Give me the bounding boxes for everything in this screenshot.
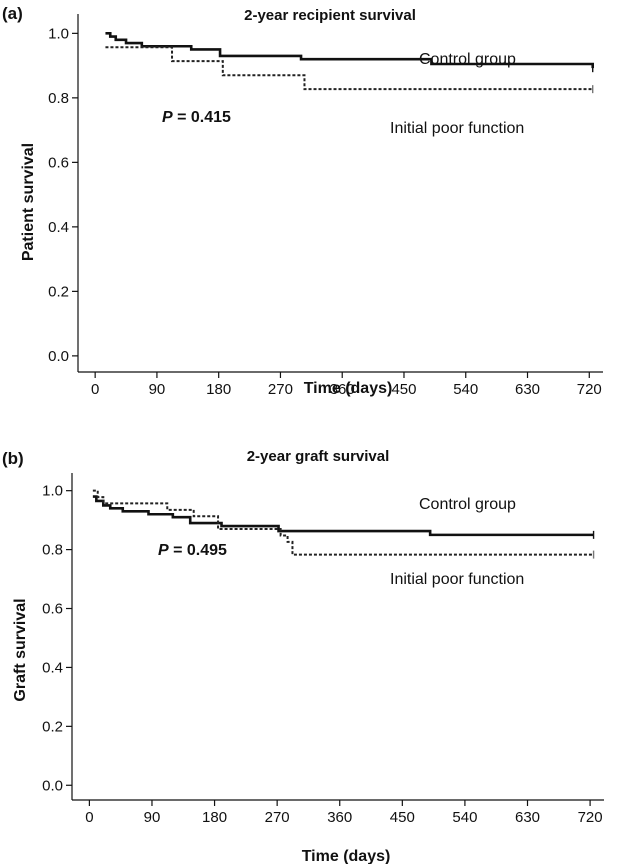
x-tick-label-a-0: 0 — [91, 381, 99, 398]
x-tick-label-b-4: 360 — [327, 809, 352, 826]
p-value-prefix-b: P — [158, 542, 169, 559]
x-axis-title-b: Time (days) — [302, 848, 391, 864]
x-tick-label-a-2: 180 — [206, 381, 231, 398]
x-tick-label-a-5: 450 — [391, 381, 416, 398]
panel-label-a: (a) — [2, 4, 23, 23]
series-line-control-a — [105, 32, 595, 69]
x-tick-label-a-6: 540 — [453, 381, 478, 398]
x-tick-label-a-1: 90 — [149, 381, 166, 398]
axes-b: 0.0 0.2 0.4 0.6 0.8 1.0 0 90 180 270 360 450 540 630 7… — [42, 473, 604, 826]
x-tick-label-b-2: 180 — [202, 809, 227, 826]
y-tick-label-b-3: 0.6 — [42, 601, 63, 618]
series-label-control-a: Control group — [419, 51, 516, 68]
y-tick-label-b-2: 0.4 — [42, 659, 63, 676]
y-tick-label-a-4: 0.8 — [48, 90, 69, 107]
y-tick-label-a-5: 1.0 — [48, 25, 69, 42]
x-tick-label-a-4: 360 — [330, 381, 355, 398]
x-tick-label-b-5: 450 — [390, 809, 415, 826]
p-value-a: P = 0.415 — [162, 109, 231, 126]
series-label-control-b: Control group — [419, 496, 516, 513]
p-value-number-a: = 0.415 — [173, 109, 231, 126]
chart-title-b: 2-year graft survival — [247, 448, 390, 465]
series-line-ipf-a — [105, 46, 593, 91]
x-tick-label-b-3: 270 — [265, 809, 290, 826]
x-tick-label-a-7: 630 — [515, 381, 540, 398]
chart-title-a: 2-year recipient survival — [244, 7, 416, 24]
x-tick-label-b-7: 630 — [515, 809, 540, 826]
plot-area-b — [92, 489, 595, 559]
x-tick-label-b-1: 90 — [144, 809, 161, 826]
series-label-ipf-a: Initial poor function — [390, 120, 524, 137]
panel-a: (a) 2-year recipient survival Time (days… — [2, 4, 603, 398]
y-tick-label-b-4: 0.8 — [42, 542, 63, 559]
y-tick-label-a-3: 0.6 — [48, 154, 69, 171]
x-tick-label-b-6: 540 — [452, 809, 477, 826]
p-value-prefix-a: P — [162, 109, 173, 126]
y-tick-label-a-0: 0.0 — [48, 348, 69, 365]
series-label-ipf-b: Initial poor function — [390, 571, 524, 588]
series-line-control-b — [92, 495, 594, 537]
y-tick-label-b-5: 1.0 — [42, 483, 63, 500]
series-line-ipf-b — [92, 489, 594, 556]
y-axis-title-b: Graft survival — [12, 598, 29, 701]
x-tick-label-a-3: 270 — [268, 381, 293, 398]
p-value-number-b: = 0.495 — [169, 542, 227, 559]
y-tick-label-b-0: 0.0 — [42, 777, 63, 794]
x-axis-title-a: Time (days) — [304, 380, 393, 397]
x-tick-label-a-8: 720 — [577, 381, 602, 398]
plot-area-a — [105, 32, 595, 94]
y-axis-title-a: Patient survival — [20, 143, 37, 261]
y-tick-label-a-1: 0.2 — [48, 283, 69, 300]
panel-label-b: (b) — [2, 449, 24, 468]
p-value-b: P = 0.495 — [158, 542, 227, 559]
y-tick-label-a-2: 0.4 — [48, 219, 69, 236]
panel-b: (b) 2-year graft survival Time (days) Gr… — [2, 448, 604, 864]
x-tick-label-b-8: 720 — [578, 809, 603, 826]
axes-a: 0.0 0.2 0.4 0.6 0.8 1.0 0 90 180 270 360 450 540 630 7… — [48, 14, 603, 398]
x-tick-label-b-0: 0 — [85, 809, 93, 826]
y-tick-label-b-1: 0.2 — [42, 718, 63, 735]
